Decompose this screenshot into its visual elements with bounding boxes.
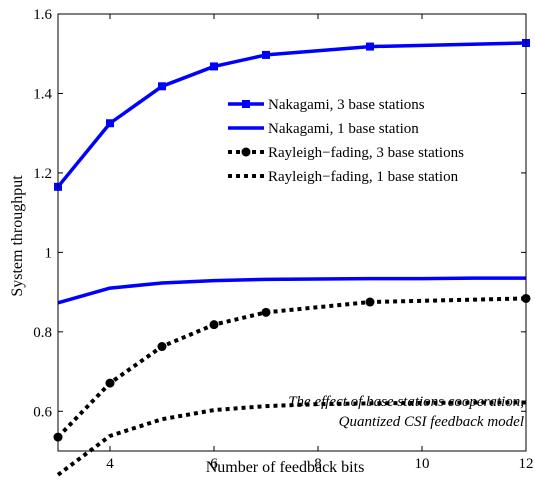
x-axis-title: Number of feedback bits (206, 459, 365, 476)
data-point (365, 297, 375, 307)
data-point (157, 342, 167, 352)
data-point (209, 320, 219, 330)
legend-label: Nakagami, 1 base station (268, 121, 419, 137)
data-point (158, 82, 166, 91)
y-tick-label: 0.6 (33, 404, 52, 420)
series-2 (53, 293, 531, 442)
plot-frame (57, 13, 527, 452)
legend: Nakagami, 3 base stations Nakagami, 1 bas… (228, 97, 464, 185)
legend-label: Rayleigh−fading, 3 base stations (268, 145, 464, 161)
annotation-line: Quantized CSI feedback model (339, 414, 524, 430)
data-point (106, 119, 114, 128)
y-tick-label: 1.2 (33, 166, 52, 182)
y-tick-label: 1.4 (33, 86, 52, 102)
data-point (262, 50, 270, 59)
series-line (56, 400, 526, 477)
y-tick-label: 0.8 (33, 325, 52, 341)
x-tick-label: 8 (314, 456, 322, 472)
series-layer (53, 39, 531, 477)
data-point (210, 62, 218, 71)
series-1 (57, 276, 526, 305)
x-tick-label: 12 (519, 456, 534, 472)
legend-label: Rayleigh−fading, 1 base station (268, 169, 459, 185)
legend-marker (241, 147, 251, 157)
series-line (57, 276, 526, 305)
series-3 (56, 400, 526, 477)
data-point (261, 307, 271, 317)
annotation: The effect of base stations cooperation,… (288, 394, 524, 430)
annotation-line: The effect of base stations cooperation, (288, 394, 524, 410)
legend-marker (242, 100, 250, 108)
x-tick-label: 4 (106, 456, 114, 472)
legend-label: Nakagami, 3 base stations (268, 97, 425, 113)
data-point (366, 42, 374, 51)
y-tick-label: 1 (45, 245, 53, 261)
tick-layer: 4 6 8 10 12 0.6 0.8 1 1.2 1.4 1.6 (33, 7, 533, 472)
x-tick-label: 6 (210, 456, 218, 472)
x-tick-label: 10 (415, 456, 430, 472)
y-axis-title: System throughput (9, 175, 26, 297)
data-point (105, 378, 115, 388)
y-tick-label: 1.6 (33, 7, 52, 23)
